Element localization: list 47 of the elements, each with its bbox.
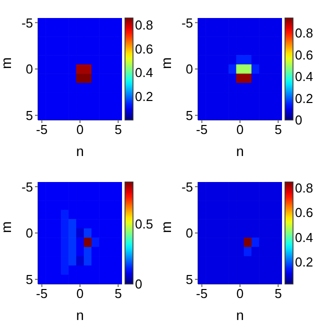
color-bar-label: 0.6: [295, 204, 314, 220]
color-bar-label: 0.5: [135, 216, 154, 231]
x-tick-label: 0: [236, 286, 244, 301]
y-tick-label: -5: [181, 15, 193, 30]
color-bar-label: 0.2: [295, 90, 314, 106]
x-tick-label: 0: [76, 122, 84, 138]
color-bar-label: 0: [135, 276, 142, 291]
y-axis-title: m: [0, 220, 14, 232]
x-axis-title: n: [76, 143, 84, 159]
color-bar-label: 0.4: [295, 69, 314, 84]
x-tick-label: 5: [114, 286, 122, 301]
color-bar-label: 0.8: [135, 18, 154, 33]
y-tick-label: -5: [21, 178, 33, 194]
x-tick-label: 5: [274, 122, 282, 138]
x-tick-label: 5: [274, 286, 282, 301]
y-tick-label: 0: [186, 225, 193, 240]
y-tick-label: 0: [26, 62, 33, 77]
y-axis-title: m: [158, 57, 174, 69]
color-bar-label: 0.6: [135, 41, 154, 56]
x-tick-label: -5: [36, 286, 48, 301]
y-tick-label: 5: [26, 271, 33, 286]
x-tick-label: 0: [236, 122, 244, 138]
color-bar-label: 0.8: [295, 180, 314, 196]
color-bar-label: 0.6: [295, 47, 314, 62]
color-bar-label: 0.8: [295, 26, 314, 41]
x-axis-title: n: [236, 143, 244, 159]
y-tick-label: 5: [186, 271, 193, 286]
x-tick-label: -5: [196, 122, 208, 138]
y-tick-label: 0: [26, 225, 33, 240]
y-tick-label: 0: [186, 62, 193, 77]
x-tick-label: -5: [36, 122, 48, 138]
color-bar-label: 0.4: [295, 229, 314, 244]
color-bar-label: 0.4: [135, 65, 154, 80]
y-axis-title: m: [0, 57, 14, 69]
x-tick-label: 0: [76, 286, 84, 301]
x-tick-label: -5: [196, 286, 208, 301]
color-bar-label: 0.2: [135, 88, 154, 104]
x-axis-title: n: [76, 306, 84, 322]
y-tick-label: -5: [21, 15, 33, 30]
x-tick-label: 5: [114, 122, 122, 138]
y-tick-label: 5: [26, 108, 33, 123]
y-tick-label: -5: [181, 178, 193, 194]
y-tick-label: 5: [186, 108, 193, 123]
y-axis-title: m: [158, 220, 174, 232]
color-bar-label: 0.2: [295, 254, 314, 269]
x-axis-title: n: [236, 306, 244, 322]
color-bar-label: 0: [295, 112, 302, 128]
